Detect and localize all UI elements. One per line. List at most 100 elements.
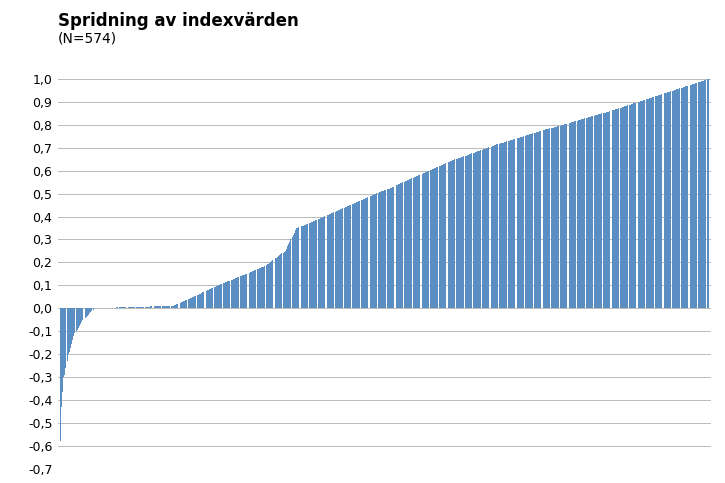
Bar	[307, 224, 308, 308]
Bar	[150, 307, 152, 308]
Bar	[412, 178, 413, 308]
Bar	[319, 219, 320, 308]
Bar	[356, 202, 357, 308]
Bar	[450, 161, 451, 308]
Bar	[651, 98, 653, 308]
Bar	[72, 308, 73, 340]
Bar	[442, 165, 443, 308]
Bar	[70, 308, 71, 348]
Bar	[79, 308, 80, 326]
Bar	[175, 305, 176, 308]
Bar	[218, 285, 219, 308]
Bar	[397, 185, 398, 308]
Bar	[86, 308, 87, 316]
Bar	[337, 211, 338, 308]
Bar	[214, 287, 215, 308]
Bar	[645, 99, 647, 308]
Bar	[194, 296, 195, 308]
Bar	[610, 111, 611, 308]
Bar	[553, 128, 554, 308]
Bar	[572, 122, 573, 308]
Bar	[141, 307, 142, 308]
Bar	[254, 270, 255, 308]
Bar	[547, 129, 548, 308]
Bar	[626, 106, 627, 308]
Bar	[588, 117, 589, 308]
Bar	[642, 100, 643, 308]
Bar	[493, 146, 494, 308]
Bar	[283, 252, 285, 308]
Bar	[332, 213, 334, 308]
Bar	[186, 299, 187, 308]
Bar	[602, 114, 603, 308]
Bar	[207, 290, 208, 308]
Bar	[430, 170, 431, 308]
Bar	[209, 289, 210, 308]
Bar	[202, 293, 203, 308]
Bar	[81, 308, 82, 322]
Bar	[268, 264, 269, 308]
Bar	[507, 142, 508, 308]
Bar	[270, 262, 271, 308]
Bar	[562, 125, 563, 308]
Bar	[152, 306, 154, 308]
Bar	[255, 270, 257, 308]
Bar	[132, 307, 133, 308]
Bar	[154, 306, 156, 308]
Bar	[352, 204, 354, 308]
Bar	[495, 145, 496, 308]
Bar	[515, 139, 516, 308]
Bar	[260, 268, 261, 308]
Bar	[597, 115, 598, 308]
Bar	[507, 141, 508, 308]
Bar	[267, 264, 268, 308]
Bar	[573, 122, 574, 308]
Bar	[380, 192, 381, 308]
Bar	[295, 230, 296, 308]
Bar	[648, 99, 649, 308]
Bar	[408, 180, 409, 308]
Bar	[309, 223, 310, 308]
Bar	[694, 84, 695, 308]
Bar	[313, 221, 314, 308]
Bar	[252, 271, 253, 308]
Bar	[251, 271, 252, 308]
Bar	[331, 213, 332, 308]
Bar	[574, 121, 575, 308]
Bar	[422, 174, 423, 308]
Bar	[67, 308, 69, 354]
Bar	[269, 263, 270, 308]
Bar	[211, 288, 212, 308]
Bar	[485, 149, 486, 308]
Bar	[210, 289, 211, 308]
Bar	[234, 279, 235, 308]
Bar	[501, 143, 502, 308]
Bar	[691, 85, 692, 308]
Bar	[293, 235, 294, 308]
Bar	[388, 189, 389, 308]
Bar	[598, 114, 599, 308]
Bar	[428, 171, 429, 308]
Bar	[364, 199, 365, 308]
Bar	[204, 291, 205, 308]
Bar	[147, 307, 148, 308]
Bar	[370, 196, 372, 308]
Bar	[499, 143, 500, 308]
Bar	[178, 303, 180, 308]
Bar	[261, 268, 262, 308]
Bar	[63, 308, 64, 377]
Bar	[373, 195, 374, 308]
Bar	[545, 129, 546, 308]
Bar	[144, 307, 146, 308]
Bar	[510, 141, 511, 308]
Bar	[528, 135, 529, 308]
Bar	[226, 282, 227, 308]
Bar	[424, 173, 425, 308]
Bar	[376, 194, 378, 308]
Bar	[437, 167, 439, 308]
Bar	[368, 197, 370, 308]
Bar	[321, 218, 322, 308]
Bar	[580, 120, 581, 308]
Bar	[427, 171, 428, 308]
Bar	[684, 87, 685, 308]
